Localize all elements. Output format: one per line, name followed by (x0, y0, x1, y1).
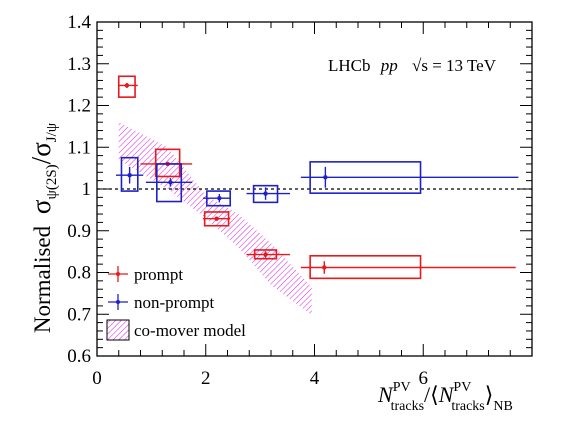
legend-prompt-label: prompt (134, 265, 183, 284)
y-tick-label: 1.2 (67, 96, 91, 117)
axis-ticks: 0.6 0.7 0.8 0.9 1 1.1 1.2 1.3 1.4 0 2 4 6 (67, 12, 533, 389)
data-point (127, 173, 132, 178)
legend: prompt non-prompt co-mover model (106, 265, 246, 341)
data-point (168, 180, 173, 185)
legend-prompt-marker-dot (116, 272, 120, 276)
y-axis-label-sym2: σ (26, 142, 56, 157)
data-point (124, 83, 130, 88)
x-axis-label-slash: /⟨ (424, 382, 439, 407)
data-point (322, 265, 327, 270)
annotation-proc: pp (380, 56, 398, 75)
y-tick-label: 1.1 (67, 137, 91, 158)
x-axis-label-sup1: PV (393, 380, 411, 395)
annotation-exp: LHCb (328, 56, 371, 75)
x-axis-label-sub2: tracks (451, 399, 484, 414)
x-axis-label-close: ⟩ (485, 382, 494, 407)
x-tick-label: 0 (92, 368, 102, 389)
annotation-energy: = 13 TeV (432, 56, 497, 75)
experiment-annotation: LHCb pp √s = 13 TeV (328, 56, 497, 75)
legend-entry-prompt: prompt (108, 265, 183, 284)
x-axis-label-n1: N (377, 382, 394, 407)
y-tick-label: 1 (82, 179, 92, 200)
y-axis-label-sym1: σ (26, 199, 56, 214)
data-point (263, 191, 268, 196)
series-non-prompt (116, 156, 519, 207)
series-layer (116, 75, 519, 280)
data-point (263, 252, 268, 257)
x-tick-label: 4 (310, 368, 320, 389)
y-tick-label: 0.9 (67, 221, 91, 242)
x-axis-label-sub1: tracks (391, 399, 424, 414)
series-prompt (117, 75, 516, 280)
data-point (217, 195, 222, 201)
data-point (323, 175, 328, 180)
y-tick-label: 0.6 (67, 346, 91, 367)
y-axis-label: Normalised σψ(2S)/σJ/ψ (26, 122, 60, 333)
y-axis-label-slash: / (26, 156, 56, 164)
y-tick-label: 0.8 (67, 263, 91, 284)
x-axis-label: NPV tracks/⟨NPV tracks⟩NB (377, 380, 513, 414)
syst-box (117, 75, 136, 98)
syst-box (120, 156, 139, 192)
y-axis-label-sub1: ψ(2S) (44, 164, 60, 199)
legend-co-mover-swatch (106, 319, 130, 341)
x-axis-label-sup2: PV (453, 380, 471, 395)
y-axis-label-main: Normalised (30, 225, 55, 333)
legend-non-prompt-label: non-prompt (134, 293, 215, 312)
y-axis-label-sub2: J/ψ (44, 122, 60, 142)
x-axis-label-nb: NB (493, 399, 512, 414)
x-tick-label: 6 (419, 368, 429, 389)
legend-entry-co-mover: co-mover model (106, 319, 246, 341)
legend-entry-non-prompt: non-prompt (108, 293, 215, 312)
y-tick-label: 1.3 (67, 54, 91, 75)
legend-co-mover-label: co-mover model (134, 321, 246, 340)
x-tick-label: 2 (201, 368, 211, 389)
y-tick-label: 0.7 (67, 304, 91, 325)
y-tick-label: 1.4 (67, 12, 91, 33)
legend-non-prompt-marker-dot (116, 300, 120, 304)
x-axis-label-n2: N (438, 382, 455, 407)
syst-box (154, 148, 181, 178)
annotation-sqrt: √s (412, 56, 428, 75)
data-point (214, 216, 219, 221)
